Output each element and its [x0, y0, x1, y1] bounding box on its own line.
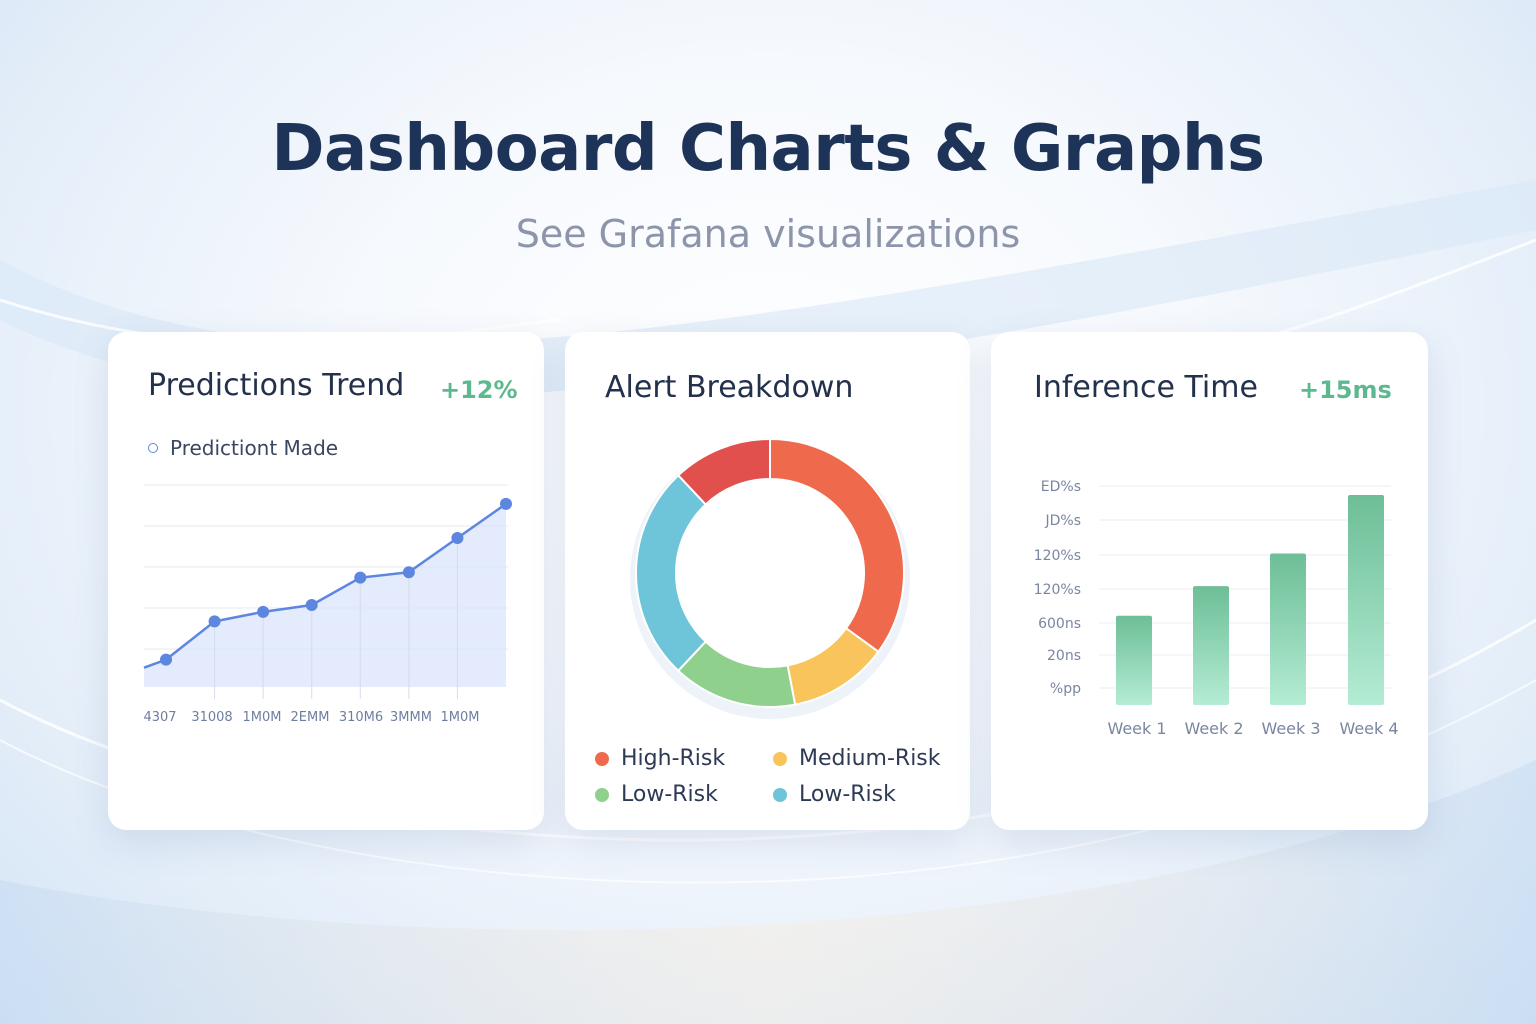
y-tick-label: 20ns: [1047, 648, 1081, 664]
alert-donut-chart: [630, 437, 910, 719]
legend-item-low-risk-blue: Low-Risk: [773, 782, 896, 807]
predictions-legend: Predictiont Made: [148, 436, 338, 460]
x-tick-label: Week 2: [1184, 719, 1243, 738]
legend-item-low-risk-green: Low-Risk: [595, 782, 718, 807]
y-tick-label: JD%s: [1044, 513, 1081, 529]
x-tick-label: Week 3: [1261, 719, 1320, 738]
x-tick-label: 2EMM: [291, 710, 330, 725]
data-point: [402, 566, 415, 579]
donut-slice-0: [769, 437, 905, 654]
x-tick-label: Week 4: [1339, 719, 1398, 738]
x-tick-label: 1M0M: [441, 710, 480, 725]
y-tick-label: 600ns: [1038, 616, 1081, 632]
legend-label-high-risk: High-Risk: [621, 746, 726, 771]
x-tick-label: 1M0M: [243, 710, 282, 725]
data-point: [451, 532, 464, 545]
inference-time-delta: +15ms: [1299, 376, 1392, 404]
data-point: [500, 497, 512, 510]
y-tick-label: ED%s: [1041, 479, 1081, 495]
predictions-trend-delta: +12%: [440, 376, 518, 404]
legend-item-medium-risk: Medium-Risk: [773, 746, 941, 771]
y-tick-label: %pp: [1050, 681, 1081, 697]
bar: [1270, 553, 1306, 705]
x-tick-label: 4307: [143, 710, 176, 725]
predictions-trend-card: Predictions Trend +12% Predictiont Made …: [108, 332, 544, 830]
medium-risk-dot-icon: [773, 751, 787, 766]
data-point: [305, 599, 318, 611]
x-tick-label: Week 1: [1107, 719, 1166, 738]
donut-slice-4: [676, 437, 771, 506]
y-tick-label: 120%s: [1034, 582, 1081, 598]
legend-label-medium-risk: Medium-Risk: [799, 746, 941, 771]
predictions-legend-label: Predictiont Made: [170, 436, 339, 460]
inference-time-title: Inference Time: [1034, 370, 1258, 405]
legend-marker-icon: [148, 443, 158, 453]
page-title: Dashboard Charts & Graphs: [271, 112, 1265, 186]
bar: [1193, 586, 1229, 705]
inference-bar-chart: ED%s JD%s 120%s 120%s 600ns 20ns %pp Week 1 Week…: [1034, 479, 1399, 738]
alert-breakdown-title: Alert Breakdown: [605, 370, 854, 405]
y-tick-label: 120%s: [1034, 548, 1081, 564]
bar: [1348, 495, 1384, 705]
donut-hole: [677, 480, 863, 666]
data-point: [257, 605, 270, 618]
high-risk-dot-icon: [595, 751, 609, 766]
x-tick-label: 3MMM: [390, 710, 432, 725]
data-point: [160, 653, 172, 666]
data-point: [354, 571, 367, 584]
x-tick-label: 310M6: [339, 710, 383, 725]
alert-breakdown-card: Alert Breakdown High-Risk Medium-Risk Lo…: [565, 332, 970, 830]
predictions-line-chart: 4307 31008 1M0M 2EMM 310M6 3MMM 1M0M: [143, 484, 512, 725]
inference-time-card: Inference Time +15ms ED%s JD%s 120%s 120%s 6…: [991, 332, 1428, 830]
bar: [1116, 615, 1152, 705]
area-fill: [144, 503, 506, 687]
x-tick-label: 31008: [191, 710, 232, 725]
legend-label-low-risk-blue: Low-Risk: [799, 782, 896, 807]
low-risk-blue-dot-icon: [773, 787, 787, 802]
predictions-trend-title: Predictions Trend: [148, 368, 405, 403]
low-risk-green-dot-icon: [595, 787, 609, 802]
legend-item-high-risk: High-Risk: [595, 746, 725, 771]
legend-label-low-risk-green: Low-Risk: [621, 782, 718, 807]
page-subtitle: See Grafana visualizations: [515, 212, 1021, 256]
data-point: [208, 615, 221, 628]
